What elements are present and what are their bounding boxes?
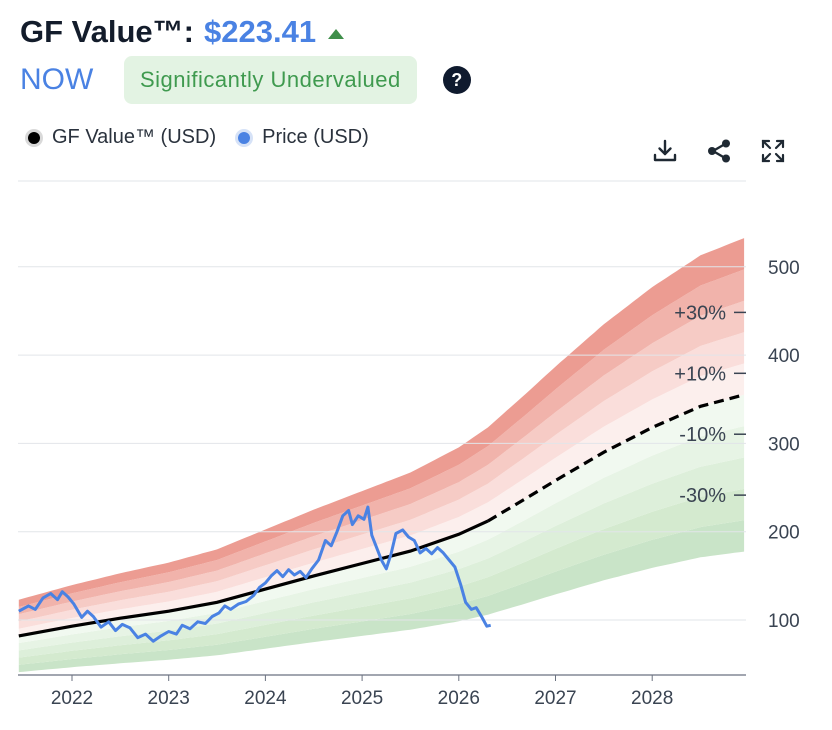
title-colon: : xyxy=(183,14,194,49)
value-band xyxy=(18,520,745,673)
legend-item-price[interactable]: Price (USD) xyxy=(238,126,369,149)
gf-value-amount: $223.41 xyxy=(204,14,317,49)
legend-item-gf-value[interactable]: GF Value™ (USD) xyxy=(28,126,216,149)
legend-dot-blue-icon xyxy=(238,131,251,144)
chart-toolbar xyxy=(650,136,812,166)
value-band xyxy=(18,363,745,636)
value-band xyxy=(18,488,745,665)
chart-legend: GF Value™ (USD) Price (USD) xyxy=(28,126,391,149)
x-tick-label: 2025 xyxy=(341,688,383,709)
x-tick-label: 2024 xyxy=(244,688,287,709)
fullscreen-icon[interactable] xyxy=(758,136,788,166)
band-label: -30% xyxy=(679,485,726,507)
title-row: GF Value™ : $223.41 xyxy=(20,12,345,52)
gf-value-projected-line xyxy=(486,393,745,523)
page-title: GF Value™ xyxy=(20,14,184,49)
band-label: +10% xyxy=(674,363,726,385)
band-label: +30% xyxy=(674,302,726,324)
x-tick-label: 2022 xyxy=(51,688,93,709)
x-tick-label: 2027 xyxy=(534,688,576,709)
band-label: -10% xyxy=(679,424,726,446)
legend-dot-black-icon xyxy=(28,131,40,144)
value-band xyxy=(18,332,745,629)
download-icon[interactable] xyxy=(650,136,680,166)
value-band xyxy=(18,426,745,651)
value-band xyxy=(18,238,745,607)
status-row: NOW Significantly Undervalued ? xyxy=(20,56,471,104)
up-arrow-icon xyxy=(328,29,345,39)
y-tick-label: 400 xyxy=(768,346,800,367)
y-tick-label: 100 xyxy=(768,611,800,632)
x-tick-label: 2028 xyxy=(631,688,673,709)
legend-label: GF Value™ (USD) xyxy=(52,126,217,148)
value-band xyxy=(18,457,745,658)
header: GF Value™ : $223.41 xyxy=(20,12,345,52)
now-label: NOW xyxy=(20,63,94,96)
gf-value-chart[interactable]: +30% +10% -10% -30% 2022 2023 2024 2025 2026 202… xyxy=(0,170,832,730)
x-tick-label: 2026 xyxy=(438,688,480,709)
value-band xyxy=(18,269,745,615)
legend-label: Price (USD) xyxy=(262,126,369,148)
chart-bottom-mask xyxy=(0,675,832,730)
share-icon[interactable] xyxy=(704,136,734,166)
x-tick-label: 2023 xyxy=(148,688,190,709)
status-badge: Significantly Undervalued xyxy=(124,56,417,104)
price-line xyxy=(18,505,492,643)
y-tick-label: 500 xyxy=(768,258,800,279)
gf-value-line xyxy=(18,519,489,638)
y-tick-label: 200 xyxy=(768,523,800,544)
help-icon[interactable]: ? xyxy=(442,66,471,94)
value-band xyxy=(18,300,745,622)
chart-right-mask xyxy=(746,170,832,675)
y-tick-label: 300 xyxy=(768,434,800,455)
